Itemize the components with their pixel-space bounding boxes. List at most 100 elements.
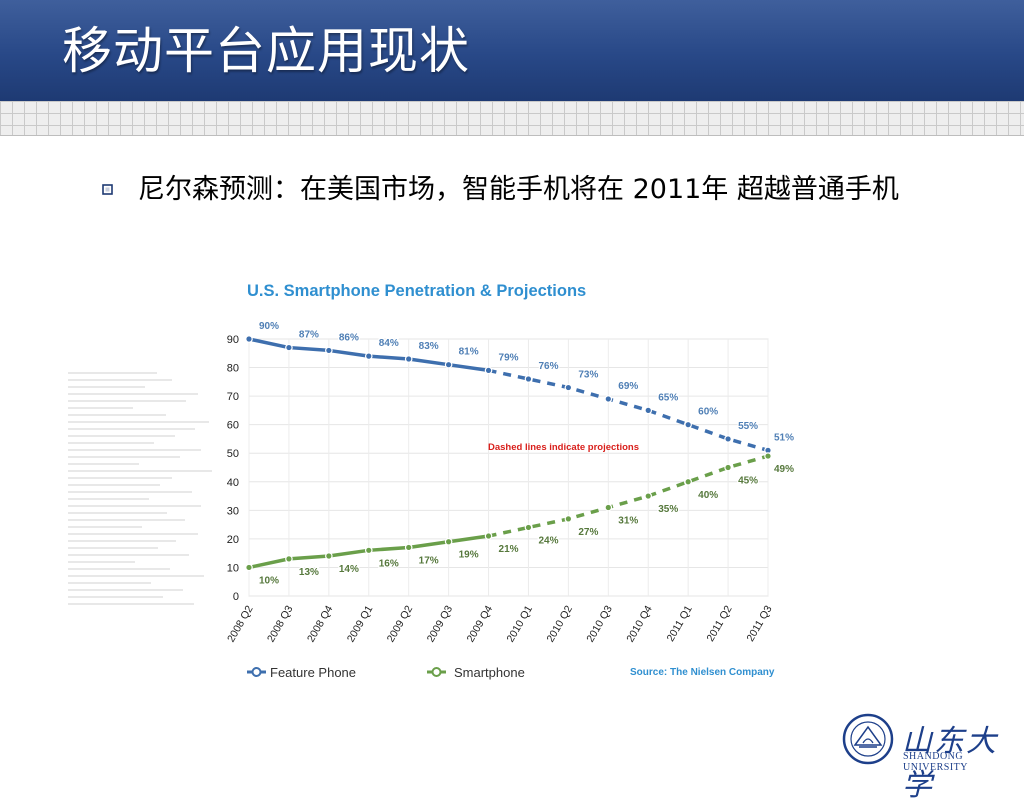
data-label-feature-phone: 65% bbox=[658, 392, 678, 403]
data-label-feature-phone: 60% bbox=[698, 407, 718, 418]
y-tick-label: 80 bbox=[227, 363, 239, 375]
data-label-feature-phone: 90% bbox=[259, 321, 279, 332]
legend: Feature Phone Smartphone bbox=[247, 665, 525, 680]
legend-marker-feature-phone bbox=[251, 667, 262, 677]
data-label-smartphone: 17% bbox=[419, 555, 439, 566]
data-point-smartphone bbox=[524, 523, 533, 532]
bullet-box-icon bbox=[102, 184, 113, 195]
data-point-feature-phone bbox=[285, 343, 293, 352]
y-tick-label: 20 bbox=[227, 534, 239, 546]
data-point-feature-phone bbox=[484, 366, 493, 375]
data-label-feature-phone: 81% bbox=[459, 347, 479, 358]
y-tick-label: 0 bbox=[233, 591, 239, 603]
data-point-smartphone bbox=[444, 537, 453, 546]
university-seal-icon bbox=[842, 713, 894, 765]
data-point-feature-phone bbox=[564, 383, 573, 392]
data-point-feature-phone bbox=[524, 375, 533, 383]
data-point-smartphone bbox=[604, 503, 613, 512]
data-point-feature-phone bbox=[724, 435, 732, 443]
data-point-smartphone bbox=[404, 543, 413, 552]
legend-item-smartphone: Smartphone bbox=[427, 665, 525, 680]
data-label-smartphone: 13% bbox=[299, 567, 319, 578]
data-label-feature-phone: 86% bbox=[339, 332, 359, 343]
data-point-smartphone bbox=[285, 555, 293, 563]
data-label-smartphone: 27% bbox=[578, 527, 598, 538]
y-axis: 0 10 20 30 40 50 60 70 80 90 bbox=[227, 334, 239, 603]
y-tick-label: 60 bbox=[227, 420, 239, 432]
y-tick-label: 90 bbox=[227, 334, 239, 346]
data-label-smartphone: 40% bbox=[698, 490, 718, 501]
data-point-smartphone bbox=[325, 552, 333, 560]
legend-label-smartphone: Smartphone bbox=[454, 665, 525, 680]
y-tick-label: 70 bbox=[227, 391, 239, 403]
series-layer bbox=[245, 335, 772, 572]
university-logo-english: SHANDONG UNIVERSITY bbox=[903, 751, 968, 773]
x-tick-label: 2011 Q3 bbox=[744, 603, 774, 643]
data-label-feature-phone: 76% bbox=[538, 361, 558, 372]
y-tick-label: 50 bbox=[227, 448, 239, 460]
series-line-feature-phone-projection bbox=[488, 368, 769, 453]
data-label-feature-phone: 83% bbox=[419, 341, 439, 352]
data-point-smartphone bbox=[564, 515, 573, 523]
data-point-smartphone bbox=[245, 563, 253, 572]
data-label-smartphone: 19% bbox=[459, 550, 479, 561]
data-label-feature-phone: 51% bbox=[774, 432, 794, 443]
data-label-feature-phone: 55% bbox=[738, 421, 758, 432]
data-point-feature-phone bbox=[444, 360, 453, 369]
data-label-feature-phone: 79% bbox=[499, 352, 519, 363]
x-tick-label: 2011 Q1 bbox=[665, 603, 695, 643]
x-tick-label: 2010 Q1 bbox=[505, 603, 536, 644]
data-point-feature-phone bbox=[245, 335, 253, 343]
data-label-smartphone: 10% bbox=[259, 575, 279, 586]
data-label-smartphone: 31% bbox=[618, 515, 638, 526]
legend-item-feature-phone: Feature Phone bbox=[247, 665, 356, 680]
data-label-smartphone: 14% bbox=[339, 564, 359, 575]
x-tick-label: 2011 Q2 bbox=[705, 603, 735, 643]
y-tick-label: 30 bbox=[227, 505, 239, 517]
data-point-smartphone bbox=[764, 452, 772, 460]
x-tick-label: 2008 Q4 bbox=[305, 603, 336, 644]
data-point-feature-phone bbox=[404, 355, 413, 363]
data-point-smartphone bbox=[364, 546, 373, 555]
series-line-smartphone-projection bbox=[488, 454, 769, 538]
x-tick-label: 2009 Q1 bbox=[345, 603, 376, 644]
y-tick-label: 10 bbox=[227, 562, 239, 574]
decorative-grid-strip bbox=[0, 101, 1024, 136]
data-label-feature-phone: 69% bbox=[618, 381, 638, 392]
x-tick-label: 2010 Q3 bbox=[584, 603, 615, 644]
data-label-smartphone: 24% bbox=[538, 535, 558, 546]
legend-label-feature-phone: Feature Phone bbox=[270, 665, 356, 680]
faint-background-text bbox=[68, 372, 216, 612]
chart-title: U.S. Smartphone Penetration & Projection… bbox=[247, 282, 586, 300]
title-bar: 移动平台应用现状 bbox=[0, 0, 1024, 101]
x-tick-label: 2010 Q2 bbox=[544, 603, 575, 644]
data-label-smartphone: 35% bbox=[658, 504, 678, 515]
legend-marker-smartphone bbox=[431, 667, 442, 677]
x-tick-label: 2009 Q2 bbox=[385, 603, 416, 644]
x-tick-label: 2008 Q3 bbox=[265, 603, 296, 644]
data-point-feature-phone bbox=[325, 346, 333, 355]
data-point-smartphone bbox=[644, 492, 653, 500]
data-point-feature-phone bbox=[684, 420, 692, 429]
data-label-feature-phone: 87% bbox=[299, 330, 319, 341]
data-point-smartphone bbox=[684, 477, 692, 486]
data-point-smartphone bbox=[724, 463, 732, 472]
data-point-feature-phone bbox=[604, 395, 613, 403]
x-tick-label: 2009 Q3 bbox=[425, 603, 456, 644]
data-label-smartphone: 45% bbox=[738, 476, 758, 487]
data-point-feature-phone bbox=[364, 352, 373, 360]
source-label: Source: The Nielsen Company bbox=[630, 667, 775, 678]
x-axis: 2008 Q2 2008 Q3 2008 Q4 2009 Q1 2009 Q2 2009 … bbox=[225, 603, 775, 644]
data-label-layer: 90% 87% 86% 84% 83% 81% 79% 76% 73% 69% 65% 60% 55% 5… bbox=[258, 320, 795, 588]
data-label-smartphone: 21% bbox=[499, 544, 519, 555]
x-tick-label: 2008 Q2 bbox=[225, 603, 256, 644]
data-label-smartphone: 16% bbox=[379, 558, 399, 569]
projection-annotation: Dashed lines indicate projections bbox=[488, 442, 639, 453]
data-label-smartphone: 49% bbox=[774, 464, 794, 475]
data-point-smartphone bbox=[484, 532, 493, 540]
data-label-feature-phone: 73% bbox=[578, 370, 598, 381]
x-tick-label: 2010 Q4 bbox=[624, 603, 655, 644]
x-tick-label: 2009 Q4 bbox=[465, 603, 496, 644]
data-point-feature-phone bbox=[644, 406, 653, 415]
penetration-chart: U.S. Smartphone Penetration & Projection… bbox=[225, 282, 795, 680]
